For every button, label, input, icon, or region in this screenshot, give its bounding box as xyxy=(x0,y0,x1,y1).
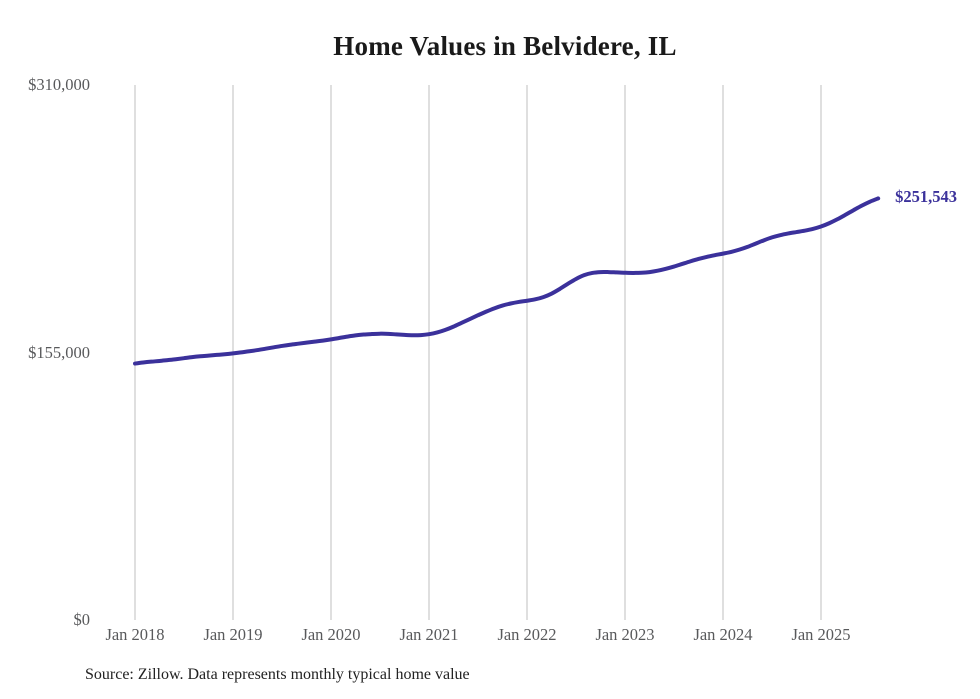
x-axis-tick-label: Jan 2024 xyxy=(693,625,753,644)
x-axis-tick-label: Jan 2020 xyxy=(301,625,361,644)
x-axis-tick-label: Jan 2018 xyxy=(105,625,165,644)
x-axis-tick-label: Jan 2022 xyxy=(497,625,557,644)
x-axis-tick-label: Jan 2021 xyxy=(399,625,459,644)
chart-title: Home Values in Belvidere, IL xyxy=(333,31,677,61)
y-axis-tick-label: $0 xyxy=(73,610,91,629)
y-axis-tick-label: $155,000 xyxy=(28,342,90,362)
x-axis-tick-label: Jan 2025 xyxy=(791,625,851,644)
source-note: Source: Zillow. Data represents monthly … xyxy=(85,666,470,683)
x-axis-tick-label: Jan 2023 xyxy=(595,625,655,644)
end-value-annotation: $251,543 xyxy=(895,187,958,207)
y-axis-tick-label: $310,000 xyxy=(28,75,90,94)
x-axis-tick-label: Jan 2019 xyxy=(203,625,263,644)
data-series-line xyxy=(133,196,881,366)
